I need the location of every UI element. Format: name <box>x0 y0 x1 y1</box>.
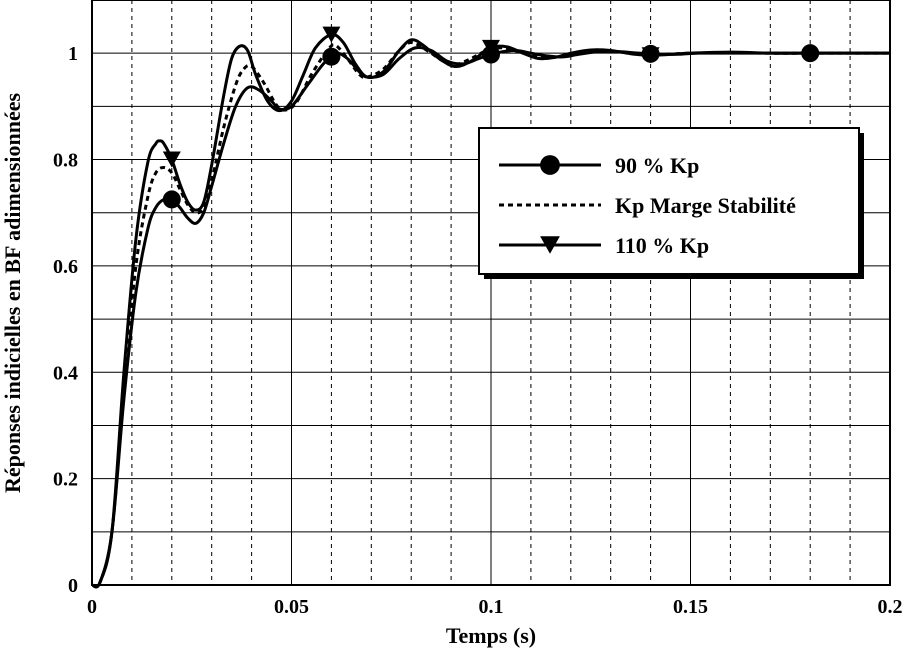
y-tick-label: 0.2 <box>53 469 78 491</box>
circle-marker <box>540 155 560 175</box>
triangle-marker <box>322 26 341 43</box>
x-tick-label: 0.2 <box>878 596 903 618</box>
legend-label: Kp Marge Stabilité <box>615 193 796 218</box>
triangle-marker <box>482 39 500 56</box>
triangle-marker <box>162 151 181 168</box>
grid <box>92 0 890 585</box>
y-tick-label: 0.6 <box>53 256 78 278</box>
series-2 <box>91 26 890 589</box>
x-tick-label: 0.1 <box>479 596 504 618</box>
circle-marker <box>322 47 341 66</box>
x-axis-title: Temps (s) <box>446 623 536 648</box>
y-axis-title: Réponses indicielles en BF adimensionnée… <box>0 93 25 494</box>
y-tick-label: 1 <box>68 43 78 65</box>
x-tick-label: 0 <box>87 596 97 618</box>
triangle-marker <box>641 47 660 64</box>
x-tick-label: 0.15 <box>673 596 708 618</box>
ticks: 0 0.05 0.1 0.15 0.2 0 0.2 0.4 0.6 0.8 1 <box>53 43 903 618</box>
series-line <box>91 32 890 589</box>
legend: 90 % Kp Kp Marge Stabilité 110 % Kp <box>478 127 864 279</box>
x-tick-label: 0.05 <box>274 596 309 618</box>
y-tick-label: 0 <box>68 575 78 597</box>
legend-label: 90 % Kp <box>615 153 699 178</box>
triangle-marker <box>540 236 560 254</box>
y-tick-label: 0.4 <box>53 362 78 384</box>
legend-label: 110 % Kp <box>615 233 709 258</box>
circle-marker <box>162 190 181 209</box>
y-tick-label: 0.8 <box>53 150 78 172</box>
legend-box <box>478 127 860 275</box>
series-layer <box>91 26 890 589</box>
plot-frame <box>91 0 891 586</box>
